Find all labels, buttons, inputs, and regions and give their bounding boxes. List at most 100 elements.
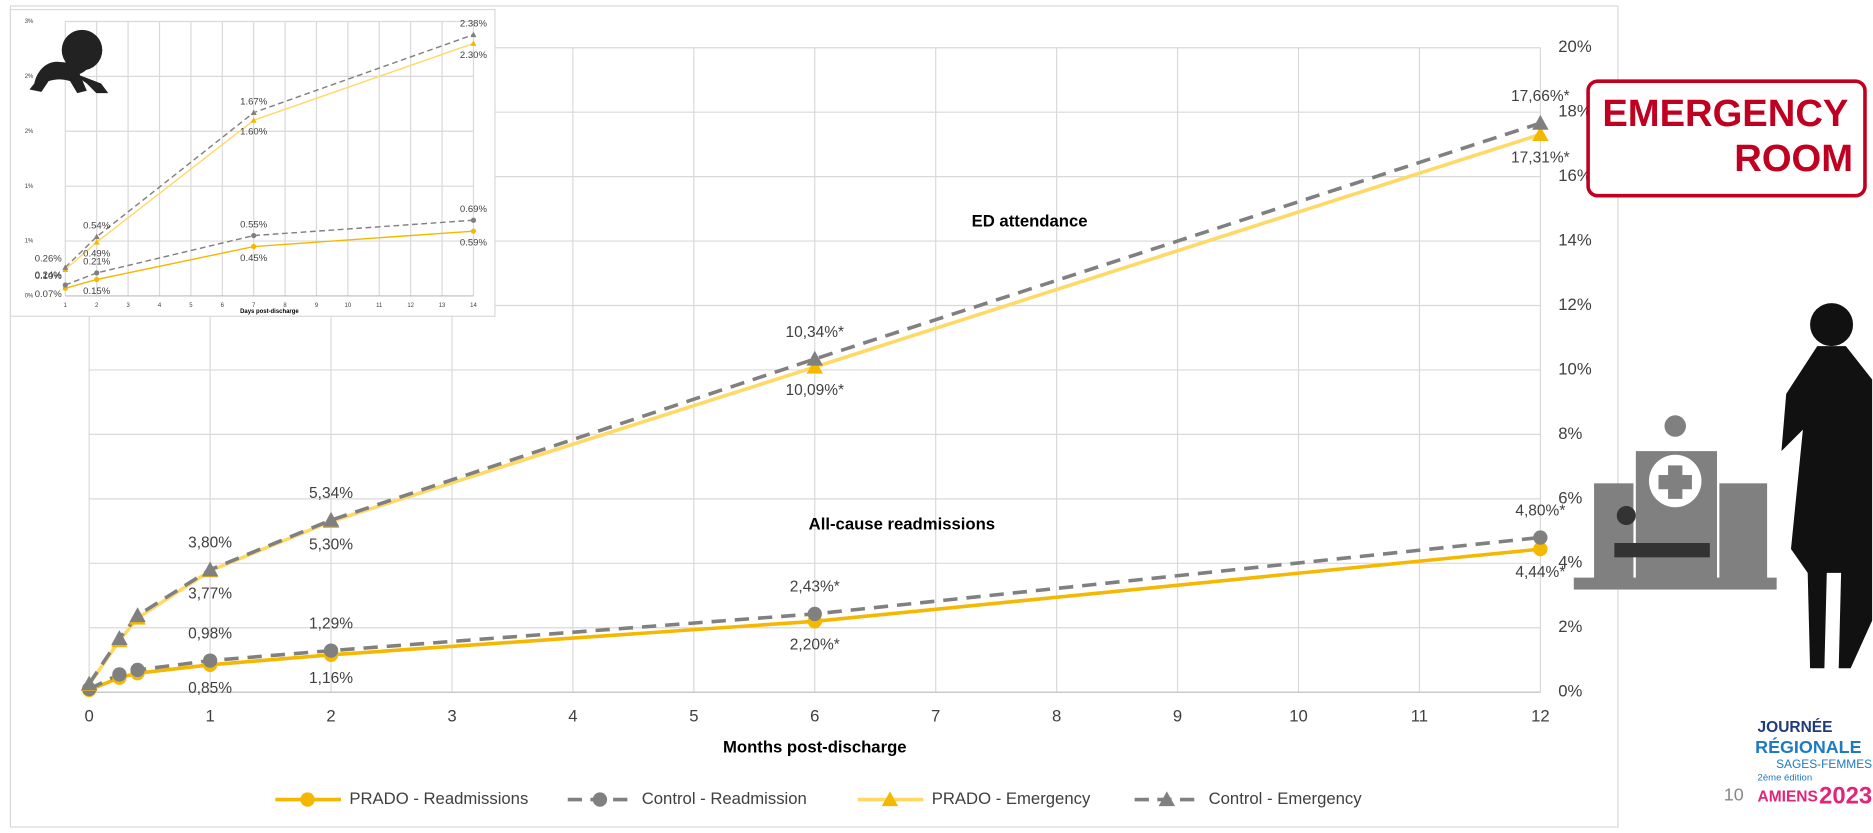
data-label: 5,34% <box>309 485 353 502</box>
y-tick-label: 20% <box>1558 37 1592 56</box>
x-tick-label: 12 <box>407 303 414 309</box>
marker <box>806 350 824 366</box>
data-label: 0.26% <box>35 254 63 265</box>
x-tick-label: 8 <box>283 303 287 309</box>
data-label: 1,29% <box>309 615 353 632</box>
logo-text: AMIENS <box>1758 788 1818 805</box>
legend-label: Control - Emergency <box>1209 789 1363 808</box>
x-tick-label: 10 <box>345 303 352 309</box>
data-label: 1,16% <box>309 670 353 687</box>
y-tick-label: 2% <box>25 74 34 80</box>
logo-text: RÉGIONALE <box>1755 736 1861 757</box>
data-label: 0.24% <box>35 270 63 281</box>
marker <box>807 606 822 622</box>
x-tick-label: 1 <box>64 303 68 309</box>
marker <box>470 217 477 223</box>
marker <box>62 264 69 270</box>
x-tick-label: 7 <box>252 303 256 309</box>
series-line <box>64 33 474 268</box>
logo: JOURNÉE RÉGIONALE SAGES-FEMMES 2ème édit… <box>1755 719 1872 809</box>
emergency-sign: EMERGENCY ROOM <box>1586 79 1867 198</box>
logo-text: 2023 <box>1819 782 1872 809</box>
y-tick-label: 1% <box>25 184 34 190</box>
data-label: 3,77% <box>188 586 232 603</box>
marker <box>251 232 257 239</box>
data-label: 2.30% <box>460 50 488 61</box>
marker <box>93 233 100 240</box>
marker <box>881 791 899 807</box>
marker <box>129 607 146 623</box>
marker <box>1533 541 1548 557</box>
x-tick-label: 13 <box>439 303 446 309</box>
data-label: 0,85% <box>188 680 232 697</box>
x-tick-label: 14 <box>470 303 477 309</box>
data-label: 2,43%* <box>790 579 840 596</box>
series-line <box>65 230 474 289</box>
data-label: 17,31%* <box>1511 149 1570 166</box>
data-label: 1.60% <box>240 127 268 138</box>
x-tick-label: 7 <box>931 707 940 726</box>
marker <box>806 358 824 374</box>
y-tick-label: 2% <box>1558 617 1582 636</box>
data-label: 0.59% <box>460 238 488 249</box>
data-label: 2.38% <box>460 18 488 29</box>
y-tick-label: 3% <box>25 19 34 25</box>
data-label: 0.21% <box>83 257 111 268</box>
x-tick-label: 10 <box>1289 707 1308 726</box>
marker <box>1533 530 1548 545</box>
marker <box>93 239 100 245</box>
marker <box>94 270 100 276</box>
x-tick-label: 4 <box>158 303 162 309</box>
x-tick-label: 5 <box>689 707 698 726</box>
page-number: 10 <box>1724 785 1744 805</box>
marker <box>62 282 68 288</box>
x-tick-label: 11 <box>376 303 383 309</box>
x-tick-label: 9 <box>315 303 319 309</box>
marker <box>1532 114 1549 130</box>
y-tick-label: 18% <box>1558 102 1592 121</box>
data-label: 10,09%* <box>785 382 844 399</box>
marker <box>470 31 477 38</box>
woman-silhouette <box>1781 303 1873 669</box>
marker <box>250 117 257 123</box>
y-tick-label: 12% <box>1558 295 1592 314</box>
y-tick-label: 1% <box>25 239 34 245</box>
logo-text: JOURNÉE <box>1758 719 1833 736</box>
x-tick-label: 6 <box>810 707 819 726</box>
y-tick-label: 16% <box>1558 166 1592 185</box>
series-line <box>65 219 474 286</box>
x-tick-label: 12 <box>1531 707 1550 726</box>
marker <box>300 792 315 807</box>
marker <box>112 667 127 682</box>
series-line <box>64 42 474 271</box>
marker <box>323 643 339 658</box>
x-tick-label: 2 <box>95 303 99 309</box>
marker <box>80 675 98 691</box>
data-label: 1.67% <box>240 96 268 107</box>
marker <box>251 243 257 250</box>
x-tick-label: 11 <box>1411 707 1428 726</box>
marker <box>470 40 477 46</box>
marker <box>470 228 477 234</box>
x-tick-label: 1 <box>205 707 214 726</box>
main-chart: 0%2%4%6%8%10%12%14%16%18%20%0 1 2 3 4 5 6 7 8 9 10… <box>80 37 1592 808</box>
y-tick-label: 8% <box>1558 424 1582 443</box>
data-label: 0.49% <box>83 249 111 260</box>
data-label: 4,80%* <box>1515 502 1565 519</box>
data-label: 0.69% <box>460 204 488 215</box>
data-label: 10,34%* <box>785 324 844 341</box>
data-label: 5,30% <box>309 536 353 553</box>
data-label: 0.55% <box>240 219 268 230</box>
logo-text: SAGES-FEMMES <box>1776 757 1872 771</box>
data-label: 0.45% <box>240 253 268 264</box>
legend-label: Control - Readmission <box>642 789 807 808</box>
data-label: 3,80% <box>188 535 232 552</box>
x-tick-label: 3 <box>447 707 456 726</box>
baby-icon <box>29 29 109 94</box>
x-tick-label: 4 <box>568 707 577 726</box>
x-axis-label: Months post-discharge <box>723 738 907 757</box>
data-label: 0.15% <box>83 286 111 297</box>
sign-text: EMERGENCY <box>1602 92 1848 135</box>
